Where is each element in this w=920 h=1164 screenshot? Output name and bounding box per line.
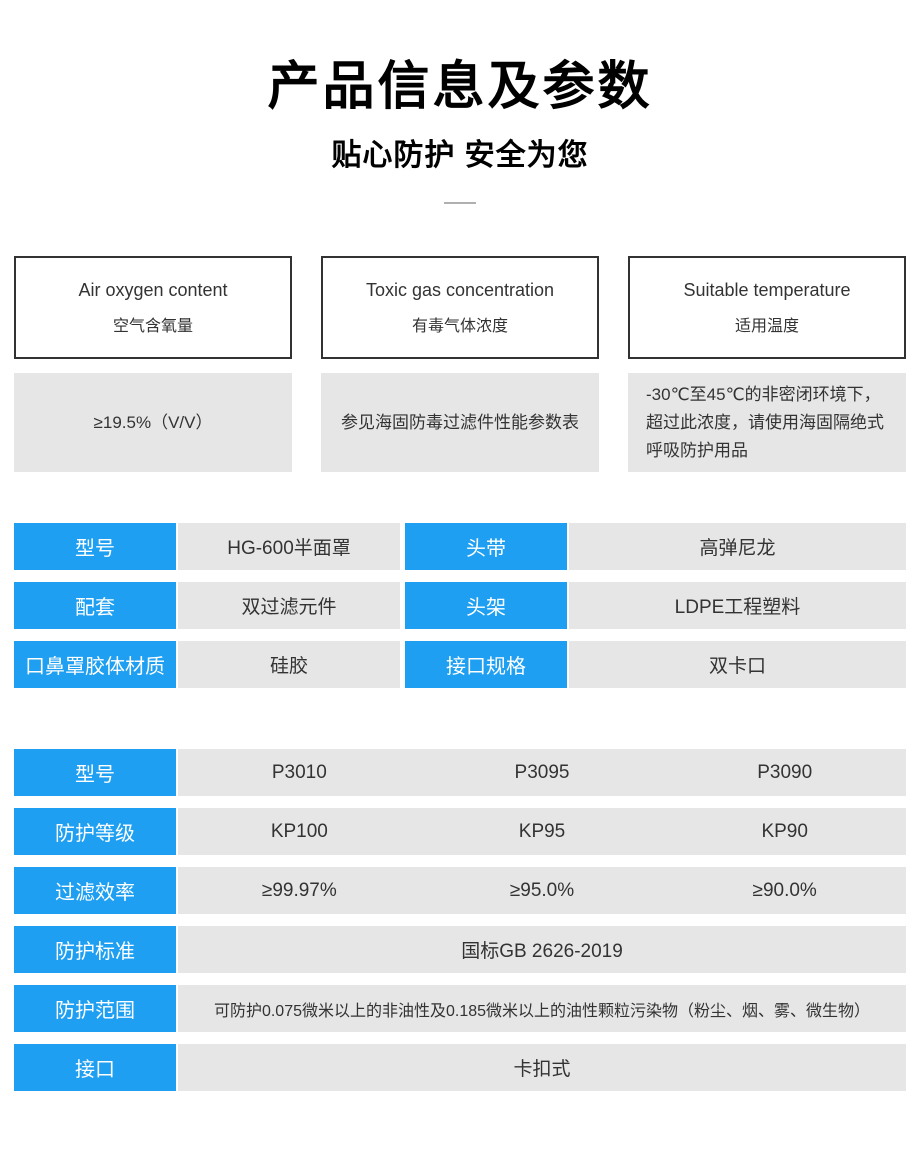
table-row: 配套 双过滤元件 头架 LDPE工程塑料: [14, 582, 906, 629]
title-divider: [444, 202, 476, 204]
row-values: P3010 P3095 P3090: [178, 749, 907, 796]
table-row: 防护等级 KP100 KP95 KP90: [14, 808, 907, 855]
row-value-facepiece-material: 硅胶: [178, 641, 400, 688]
environment-spec-cards: Air oxygen content 空气含氧量 ≥19.5%（V/V） Tox…: [14, 256, 906, 472]
page-subtitle: 贴心防护 安全为您: [331, 139, 589, 172]
filter-efficiency-3: ≥90.0%: [663, 867, 907, 914]
row-label-model: 型号: [14, 523, 176, 570]
protection-grade-2: KP95: [420, 808, 664, 855]
page-title: 产品信息及参数: [267, 58, 653, 116]
spec-card-title-en: Suitable temperature: [683, 279, 851, 300]
row-value-head-frame: LDPE工程塑料: [569, 582, 906, 629]
row-values: KP100 KP95 KP90: [178, 808, 907, 855]
row-value-accessory: 双过滤元件: [178, 582, 400, 629]
spec-card-oxygen: Air oxygen content 空气含氧量 ≥19.5%（V/V）: [14, 256, 292, 472]
spec-card-temperature-header: Suitable temperature 适用温度: [628, 256, 906, 359]
row-label-facepiece-material: 口鼻罩胶体材质: [14, 641, 176, 688]
filter-spec-table: 型号 P3010 P3095 P3090 防护等级 KP100 KP95 KP9…: [14, 749, 907, 1091]
table-row: 防护标准 国标GB 2626-2019: [14, 926, 906, 973]
filter-model-3: P3090: [663, 749, 907, 796]
row-label-filter-efficiency: 过滤效率: [14, 867, 176, 914]
table-row: 型号 HG-600半面罩 头带 高弹尼龙: [14, 523, 906, 570]
spec-card-title-zh: 适用温度: [734, 317, 799, 335]
table-row: 型号 P3010 P3095 P3090: [14, 749, 907, 796]
row-value-protection-range: 可防护0.075微米以上的非油性及0.185微米以上的油性颗粒污染物（粉尘、烟、…: [178, 985, 906, 1032]
spec-card-title-zh: 有毒气体浓度: [411, 317, 508, 335]
filter-model-2: P3095: [420, 749, 664, 796]
table-row: 口鼻罩胶体材质 硅胶 接口规格 双卡口: [14, 641, 906, 688]
spec-card-title-en: Air oxygen content: [78, 279, 228, 300]
spec-card-title-en: Toxic gas concentration: [365, 279, 555, 300]
table-row: 接口 卡扣式: [14, 1044, 906, 1091]
protection-grade-1: KP100: [178, 808, 421, 855]
row-label-headband: 头带: [405, 523, 567, 570]
row-values: ≥99.97% ≥95.0% ≥90.0%: [178, 867, 907, 914]
row-value-connector-spec: 双卡口: [569, 641, 906, 688]
row-label-filter-model: 型号: [14, 749, 176, 796]
spec-card-toxic-gas-value: 参见海固防毒过滤件性能参数表: [321, 373, 599, 472]
row-value-headband: 高弹尼龙: [569, 523, 906, 570]
spec-card-title-zh: 空气含氧量: [112, 317, 193, 335]
row-label-protection-grade: 防护等级: [14, 808, 176, 855]
spec-card-temperature: Suitable temperature 适用温度 -30℃至45℃的非密闭环境…: [628, 256, 906, 472]
spec-card-toxic-gas: Toxic gas concentration 有毒气体浓度 参见海固防毒过滤件…: [321, 256, 599, 472]
spec-card-toxic-gas-header: Toxic gas concentration 有毒气体浓度: [321, 256, 599, 359]
row-label-connector-spec: 接口规格: [405, 641, 567, 688]
row-label-protection-standard: 防护标准: [14, 926, 176, 973]
mask-spec-table: 型号 HG-600半面罩 头带 高弹尼龙 配套 双过滤元件 头架 LDPE工程塑…: [14, 523, 906, 688]
spec-card-temperature-value: -30℃至45℃的非密闭环境下， 超过此浓度，请使用海固隔绝式 呼吸防护用品: [628, 373, 906, 472]
table-row: 防护范围 可防护0.075微米以上的非油性及0.185微米以上的油性颗粒污染物（…: [14, 985, 906, 1032]
table-row: 过滤效率 ≥99.97% ≥95.0% ≥90.0%: [14, 867, 907, 914]
spec-card-oxygen-header: Air oxygen content 空气含氧量: [14, 256, 292, 359]
row-label-connector: 接口: [14, 1044, 176, 1091]
row-label-accessory: 配套: [14, 582, 176, 629]
filter-efficiency-2: ≥95.0%: [420, 867, 664, 914]
filter-efficiency-1: ≥99.97%: [178, 867, 421, 914]
row-label-protection-range: 防护范围: [14, 985, 176, 1032]
row-label-head-frame: 头架: [405, 582, 567, 629]
row-value-model: HG-600半面罩: [178, 523, 400, 570]
row-value-connector: 卡扣式: [178, 1044, 906, 1091]
filter-model-1: P3010: [178, 749, 421, 796]
protection-grade-3: KP90: [663, 808, 907, 855]
row-value-protection-standard: 国标GB 2626-2019: [178, 926, 906, 973]
spec-card-oxygen-value: ≥19.5%（V/V）: [14, 373, 292, 472]
